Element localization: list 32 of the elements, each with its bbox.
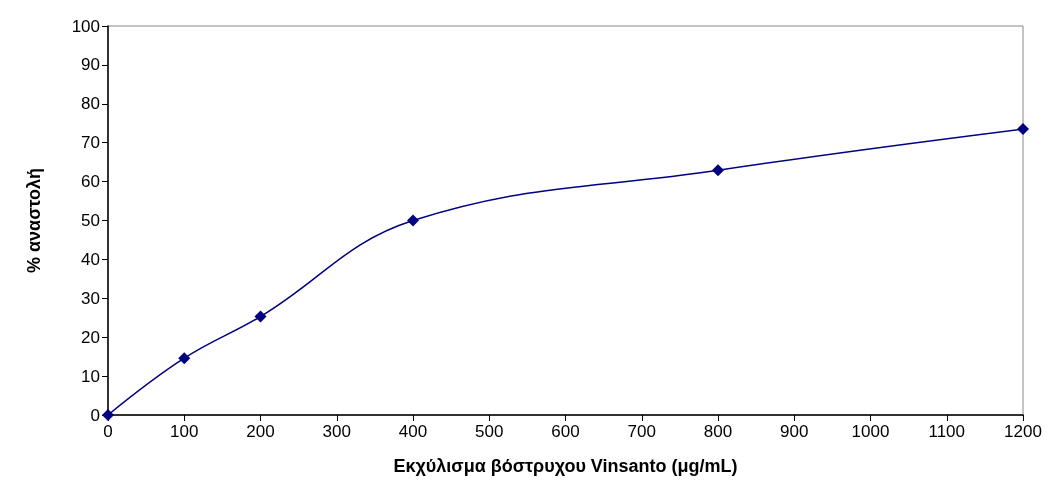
point xyxy=(407,214,419,227)
point xyxy=(102,409,114,421)
y-axis-title: % αναστολή xyxy=(24,168,44,273)
point xyxy=(712,164,724,177)
x-tick-label: 200 xyxy=(246,422,275,441)
x-tick-label: 1100 xyxy=(928,422,966,441)
y-tick-label: 10 xyxy=(81,366,100,386)
y-tick-label: 90 xyxy=(81,55,100,75)
x-tick-label: 600 xyxy=(551,422,580,441)
y-tick-label: 100 xyxy=(71,16,100,36)
point xyxy=(254,310,267,323)
y-tick-label: 0 xyxy=(90,405,100,425)
y-tick-label: 30 xyxy=(81,288,100,308)
y-tick-label: 40 xyxy=(81,249,100,269)
x-tick-label: 800 xyxy=(703,422,733,441)
point xyxy=(1017,123,1029,136)
y-tick-label: 20 xyxy=(81,327,100,347)
x-tick-label: 100 xyxy=(170,422,199,441)
y-tick-label: 60 xyxy=(81,172,100,192)
y-tick-label: 80 xyxy=(81,94,100,114)
x-tick-label: 500 xyxy=(475,422,504,441)
x-tick-label: 900 xyxy=(780,422,809,441)
x-tick-label: 300 xyxy=(322,422,351,441)
x-tick-label: 0 xyxy=(103,422,113,441)
point xyxy=(178,352,191,365)
y-tick-label: 70 xyxy=(81,133,100,153)
x-axis-title: Εκχύλισμα βόστρυχου Vinsanto (μg/mL) xyxy=(393,456,738,476)
x-tick-label: 400 xyxy=(398,422,428,441)
y-tick-label: 50 xyxy=(81,211,100,230)
x-tick-label: 1000 xyxy=(851,422,890,441)
x-tick-label: 1200 xyxy=(1004,422,1042,441)
x-tick-label: 700 xyxy=(627,422,656,441)
